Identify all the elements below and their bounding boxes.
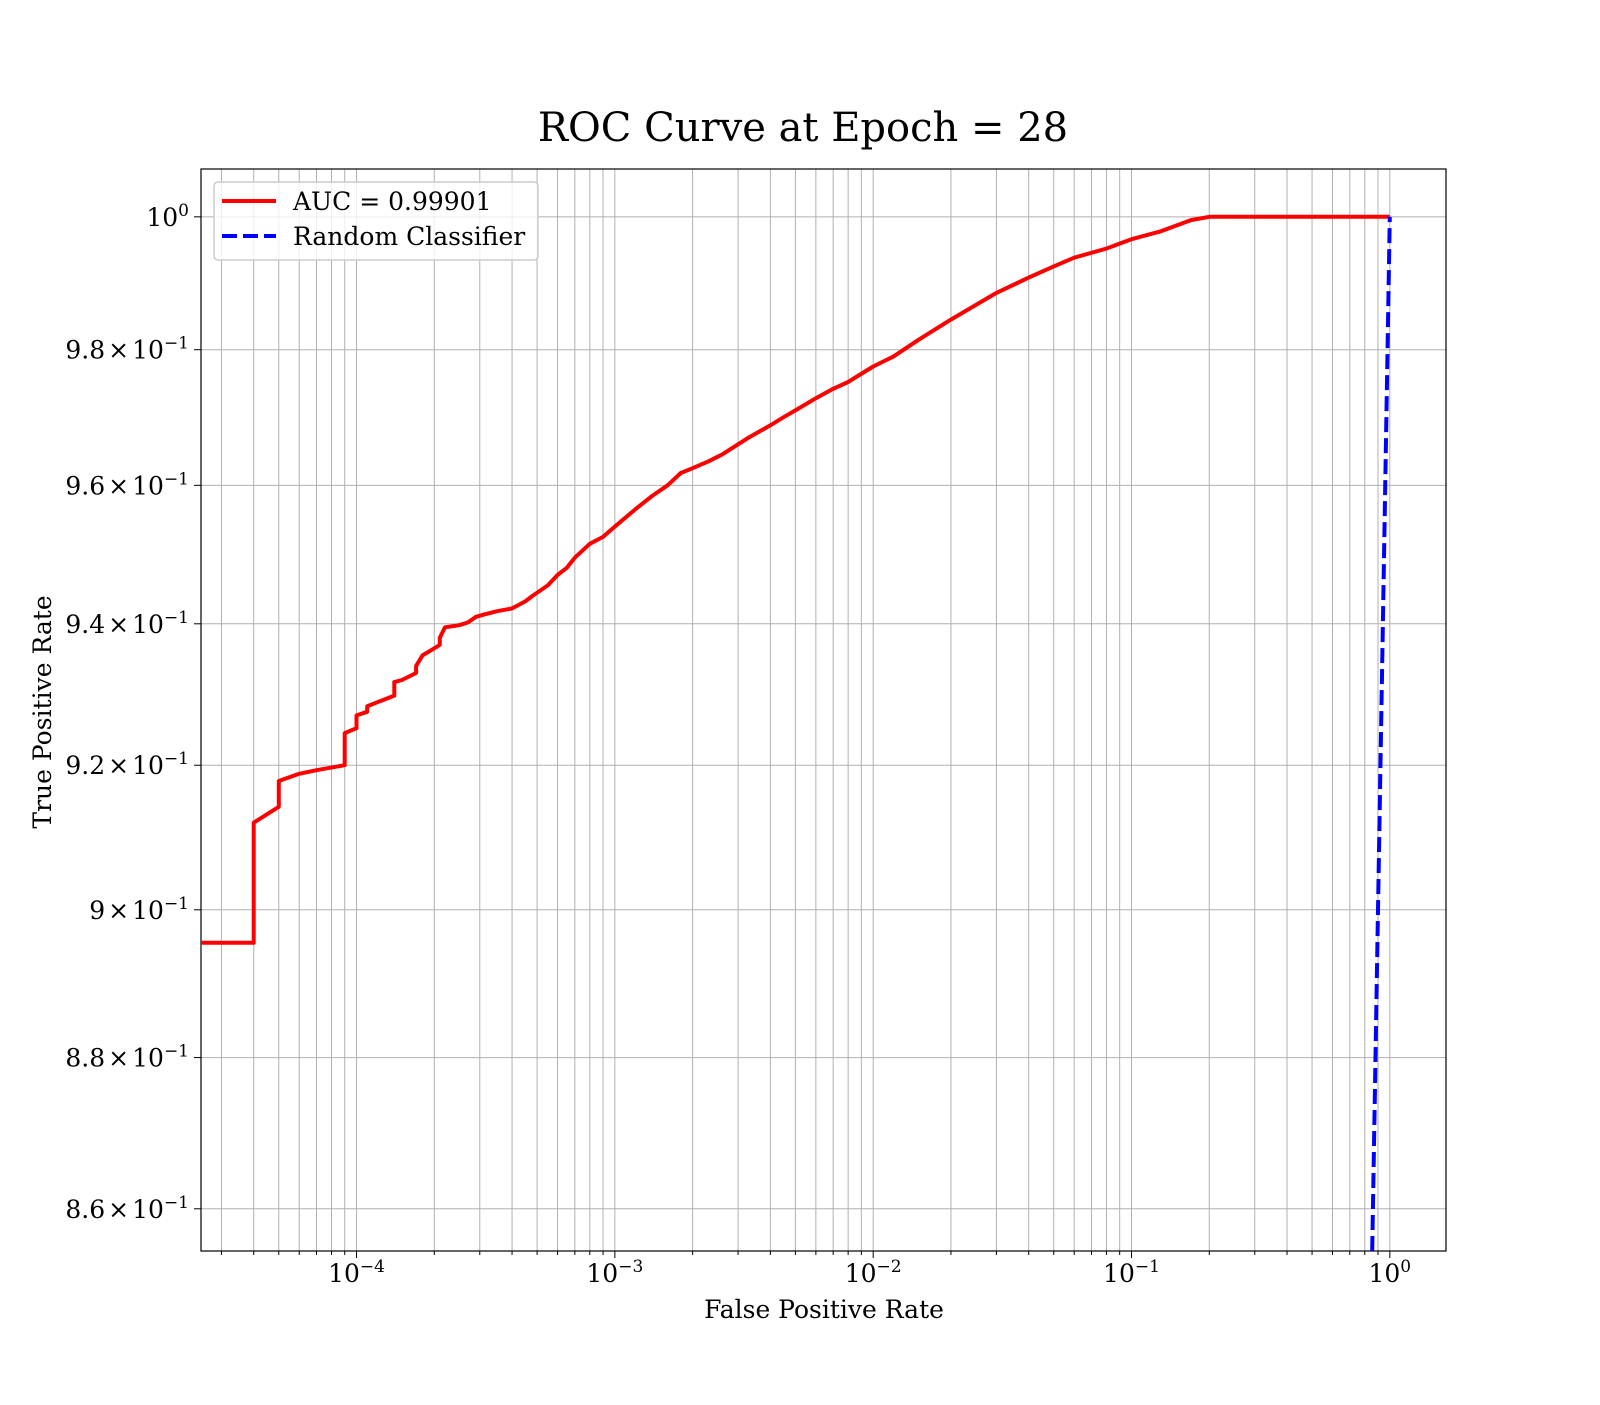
y-axis-label: True Positive Rate [28,595,57,828]
y-tick-label: 100 [146,201,189,232]
series-line-1 [1370,216,1392,1251]
plot-frame [200,168,1447,1252]
x-tick-label: 100 [1368,1257,1411,1288]
tick-labels: 8.6 × 10−1 8.8 × 10−1 9 × 10−1 9.2 × 10−1 9.4 × 10−1 9.… [65,201,1411,1288]
y-tick-label: 8.8 × 10−1 [65,1042,189,1073]
legend-box [213,181,539,261]
y-tick-label: 9.2 × 10−1 [65,749,189,780]
x-tick-label: 10−1 [1103,1257,1160,1288]
y-tick-label: 9.6 × 10−1 [65,469,189,500]
y-tick-label: 9.4 × 10−1 [65,608,189,639]
legend-label-auc: AUC = 0.99901 [292,187,491,216]
y-tick-label: 9.8 × 10−1 [65,334,189,365]
series-line-0 [201,214,1390,945]
x-tick-label: 10−4 [328,1257,385,1288]
legend-label-random-classifier: Random Classifier [293,222,525,251]
x-tick-label: 10−2 [845,1257,902,1288]
legend: AUC = 0.99901 Random Classifier [213,181,539,261]
y-tick-label: 9 × 10−1 [89,894,189,925]
x-tick-label: 10−3 [586,1257,643,1288]
grid [201,169,1446,1251]
y-tick-label: 8.6 × 10−1 [65,1193,189,1224]
chart-title: ROC Curve at Epoch = 28 [538,105,1068,151]
x-axis-label: False Positive Rate [704,1295,944,1324]
axes [194,168,1447,1258]
series [201,214,1392,1251]
